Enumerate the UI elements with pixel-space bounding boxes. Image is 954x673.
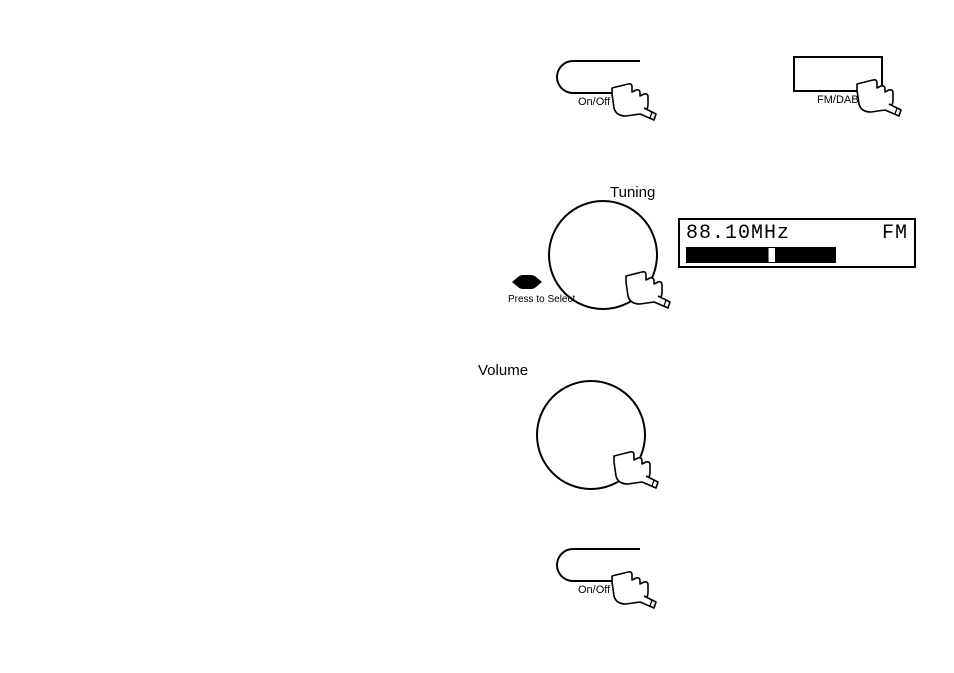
lcd-bar-segment <box>791 248 806 262</box>
press-to-select-label: Press to Select <box>508 294 575 305</box>
onoff-button-top[interactable]: On/Off <box>556 60 640 94</box>
lcd-bar-segment <box>806 248 821 262</box>
lcd-bar-segment <box>821 248 835 262</box>
pointing-hand-icon <box>620 262 680 312</box>
lcd-bar-segment <box>717 248 732 262</box>
lcd-bar-segment <box>762 248 777 262</box>
lcd-mode: FM <box>882 223 908 245</box>
lcd-bar-segment <box>687 248 702 262</box>
pointing-hand-icon <box>851 70 911 120</box>
pointing-hand-icon <box>606 562 666 612</box>
fmdab-button[interactable]: FM/DAB <box>793 56 883 92</box>
lcd-frequency: 88.10MHz <box>686 223 790 245</box>
lcd-display: 88.10MHz FM <box>678 218 916 268</box>
volume-knob[interactable] <box>536 380 646 490</box>
onoff-button-bottom[interactable]: On/Off <box>556 548 640 582</box>
lcd-bar-segment <box>702 248 717 262</box>
lcd-bar-segment <box>747 248 762 262</box>
lcd-bar-segment <box>776 248 791 262</box>
pointing-hand-icon <box>606 74 666 124</box>
lcd-bar-segment <box>732 248 747 262</box>
pointing-hand-icon <box>608 442 668 492</box>
enter-icon <box>516 275 538 289</box>
volume-title: Volume <box>478 362 528 379</box>
lcd-signal-bar <box>686 247 836 263</box>
tuning-title: Tuning <box>610 184 655 201</box>
